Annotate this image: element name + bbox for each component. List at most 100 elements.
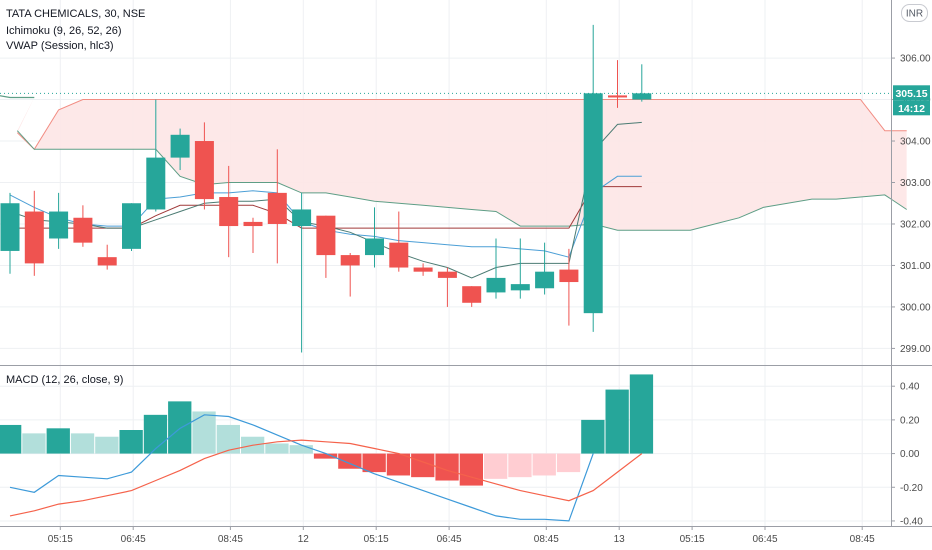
time-tick-label: 12: [298, 534, 310, 545]
time-tick-label: 06:45: [437, 534, 462, 545]
candle[interactable]: [535, 242, 555, 295]
candle[interactable]: [462, 286, 482, 307]
candle[interactable]: [292, 192, 312, 353]
macd-histogram-bar[interactable]: [46, 428, 70, 454]
candle[interactable]: [243, 217, 263, 254]
last-price-value: 305.15: [895, 88, 927, 100]
symbol-title[interactable]: TATA CHEMICALS, 30, NSE: [6, 8, 145, 20]
candle[interactable]: [73, 205, 93, 247]
candle-body[interactable]: [24, 211, 44, 264]
macd-histogram-bar[interactable]: [70, 433, 95, 454]
macd-histogram-bar[interactable]: [192, 411, 216, 454]
macd-histogram-bar[interactable]: [143, 414, 168, 454]
candle-body[interactable]: [535, 271, 555, 289]
macd-histogram-bar[interactable]: [629, 374, 654, 454]
candle-body[interactable]: [316, 215, 336, 256]
last-price-tag: 305.15 14:12: [893, 85, 930, 116]
macd-histogram-bar[interactable]: [459, 453, 483, 486]
macd-axis[interactable]: 0.40 0.20 0.00 -0.20 -0.40: [891, 382, 923, 528]
candle-body[interactable]: [437, 271, 457, 278]
candle[interactable]: [219, 165, 239, 258]
candle-body[interactable]: [146, 157, 166, 210]
macd-histogram-bar[interactable]: [0, 424, 22, 454]
candle[interactable]: [632, 64, 652, 102]
candle[interactable]: [49, 192, 69, 249]
macd-histogram-bar[interactable]: [605, 389, 629, 454]
macd-histogram-bar[interactable]: [508, 453, 532, 478]
candle-body[interactable]: [267, 192, 287, 224]
macd-label[interactable]: MACD (12, 26, close, 9): [6, 374, 123, 386]
macd-histogram-bar[interactable]: [289, 445, 313, 454]
candle-body[interactable]: [97, 257, 117, 266]
candle-body[interactable]: [608, 95, 627, 98]
candle-body[interactable]: [292, 209, 312, 227]
candle[interactable]: [559, 248, 579, 326]
candle-body[interactable]: [0, 203, 20, 251]
macd-histogram-bar[interactable]: [411, 453, 435, 478]
macd-histogram-bar[interactable]: [313, 453, 338, 459]
macd-histogram-bar[interactable]: [484, 453, 508, 479]
candle[interactable]: [316, 215, 336, 278]
macd-histogram-bar[interactable]: [581, 419, 605, 454]
candle[interactable]: [437, 267, 457, 307]
candle[interactable]: [97, 244, 117, 270]
signal-line: [9, 439, 643, 517]
macd-histogram-bar[interactable]: [532, 453, 556, 476]
lagging-line: [0, 95, 35, 99]
vwap-label[interactable]: VWAP (Session, hlc3): [6, 40, 114, 52]
macd-histogram-bar[interactable]: [386, 453, 411, 476]
candle-body[interactable]: [243, 221, 263, 227]
candle-body[interactable]: [73, 217, 93, 243]
candle-body[interactable]: [49, 211, 69, 239]
macd-histogram-bar[interactable]: [435, 453, 459, 481]
candle[interactable]: [413, 263, 433, 276]
candle[interactable]: [608, 60, 627, 108]
candle-body[interactable]: [194, 141, 214, 200]
macd-histogram-bar[interactable]: [22, 433, 46, 454]
candle[interactable]: [0, 192, 20, 274]
candle-body[interactable]: [462, 286, 482, 303]
macd-histogram-bar[interactable]: [119, 430, 143, 454]
candle[interactable]: [146, 99, 166, 212]
candle[interactable]: [365, 207, 384, 268]
macd-histogram-bar[interactable]: [362, 453, 386, 473]
candle[interactable]: [122, 203, 141, 251]
price-tick-label: 301.00: [900, 261, 931, 272]
candle[interactable]: [583, 24, 603, 332]
currency-badge[interactable]: INR: [901, 4, 928, 22]
candle-body[interactable]: [559, 269, 579, 283]
candle-body[interactable]: [413, 267, 433, 272]
macd-histogram-bar[interactable]: [168, 401, 192, 454]
macd-pane[interactable]: [0, 374, 654, 522]
candle-body[interactable]: [122, 203, 141, 249]
ichimoku-label[interactable]: Ichimoku (9, 26, 52, 26): [6, 25, 122, 37]
macd-tick-label: 0.40: [900, 382, 920, 393]
macd-histogram-bar[interactable]: [216, 424, 240, 454]
candle[interactable]: [24, 190, 44, 276]
candle[interactable]: [389, 211, 409, 272]
macd-histogram-bar[interactable]: [556, 453, 581, 473]
candle-body[interactable]: [365, 238, 384, 256]
candle[interactable]: [486, 238, 506, 299]
macd-tick-label: -0.40: [900, 516, 923, 527]
candle[interactable]: [170, 128, 190, 171]
candle[interactable]: [267, 149, 287, 264]
candle-body[interactable]: [583, 93, 603, 314]
candle-body[interactable]: [486, 277, 506, 293]
candle-body[interactable]: [170, 134, 190, 158]
time-axis[interactable]: 05:15 06:45 08:45 12 05:15 06:45 08:45 13 05:15 0…: [48, 526, 875, 545]
candle-body[interactable]: [632, 93, 652, 100]
candle-body[interactable]: [389, 242, 409, 268]
macd-histogram-bar[interactable]: [265, 443, 289, 454]
time-tick-label: 08:45: [534, 534, 559, 545]
candle[interactable]: [340, 253, 360, 297]
candles[interactable]: [0, 24, 652, 353]
macd-histogram-bar[interactable]: [95, 436, 119, 454]
macd-histogram-bar[interactable]: [338, 453, 362, 469]
candle-body[interactable]: [510, 284, 530, 291]
candle-body[interactable]: [219, 197, 239, 227]
candle-body[interactable]: [340, 255, 360, 266]
candle[interactable]: [194, 122, 214, 210]
candle[interactable]: [510, 238, 530, 299]
